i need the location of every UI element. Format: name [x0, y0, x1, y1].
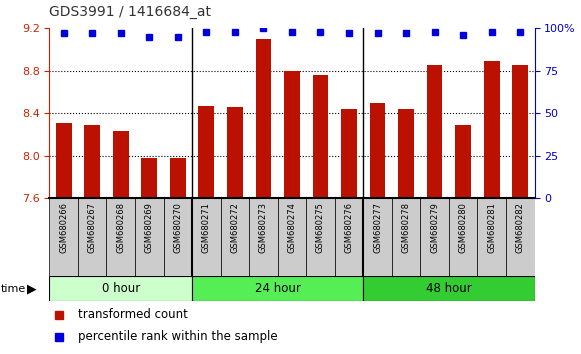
Text: GSM680273: GSM680273 [259, 202, 268, 253]
Text: GSM680270: GSM680270 [173, 202, 182, 253]
Bar [199, 106, 214, 198]
Bar [78, 198, 106, 276]
Text: GDS3991 / 1416684_at: GDS3991 / 1416684_at [49, 5, 211, 19]
Bar [163, 198, 192, 276]
Bar [84, 125, 100, 198]
Bar [170, 158, 186, 198]
Bar [427, 65, 443, 198]
Bar [106, 198, 135, 276]
Text: GSM680271: GSM680271 [202, 202, 211, 253]
Text: GSM680282: GSM680282 [516, 202, 525, 253]
Text: 0 hour: 0 hour [102, 282, 140, 295]
Bar [256, 39, 271, 198]
Text: GSM680274: GSM680274 [288, 202, 296, 253]
Bar [306, 198, 335, 276]
Text: GSM680276: GSM680276 [345, 202, 353, 253]
Text: GSM680272: GSM680272 [231, 202, 239, 253]
Bar [398, 109, 414, 198]
Bar [49, 276, 192, 301]
Bar [135, 198, 163, 276]
Bar [56, 123, 71, 198]
Bar [370, 103, 385, 198]
Bar [249, 198, 278, 276]
Bar [512, 65, 528, 198]
Bar [421, 198, 449, 276]
Text: GSM680280: GSM680280 [458, 202, 468, 253]
Bar [478, 198, 506, 276]
Bar [141, 158, 157, 198]
Text: 24 hour: 24 hour [254, 282, 300, 295]
Text: GSM680281: GSM680281 [487, 202, 496, 253]
Bar [341, 109, 357, 198]
Text: GSM680267: GSM680267 [88, 202, 96, 253]
Text: GSM680278: GSM680278 [401, 202, 411, 253]
Text: GSM680279: GSM680279 [430, 202, 439, 253]
Bar [335, 198, 363, 276]
Bar [456, 125, 471, 198]
Text: GSM680277: GSM680277 [373, 202, 382, 253]
Bar [49, 198, 78, 276]
Bar [113, 131, 128, 198]
Bar [506, 198, 535, 276]
Bar [363, 276, 535, 301]
Text: GSM680275: GSM680275 [316, 202, 325, 253]
Bar [227, 107, 243, 198]
Bar [484, 61, 500, 198]
Bar [313, 75, 328, 198]
Bar [278, 198, 306, 276]
Text: time: time [1, 284, 26, 293]
Text: GSM680269: GSM680269 [145, 202, 154, 253]
Text: percentile rank within the sample: percentile rank within the sample [78, 330, 278, 343]
Text: ▶: ▶ [27, 282, 37, 295]
Text: GSM680268: GSM680268 [116, 202, 125, 253]
Bar [284, 71, 300, 198]
Bar [449, 198, 478, 276]
Text: transformed count: transformed count [78, 308, 188, 321]
Bar [221, 198, 249, 276]
Text: GSM680266: GSM680266 [59, 202, 68, 253]
Text: 48 hour: 48 hour [426, 282, 472, 295]
Bar [363, 198, 392, 276]
Bar [192, 198, 221, 276]
Bar [392, 198, 421, 276]
Bar [192, 276, 363, 301]
